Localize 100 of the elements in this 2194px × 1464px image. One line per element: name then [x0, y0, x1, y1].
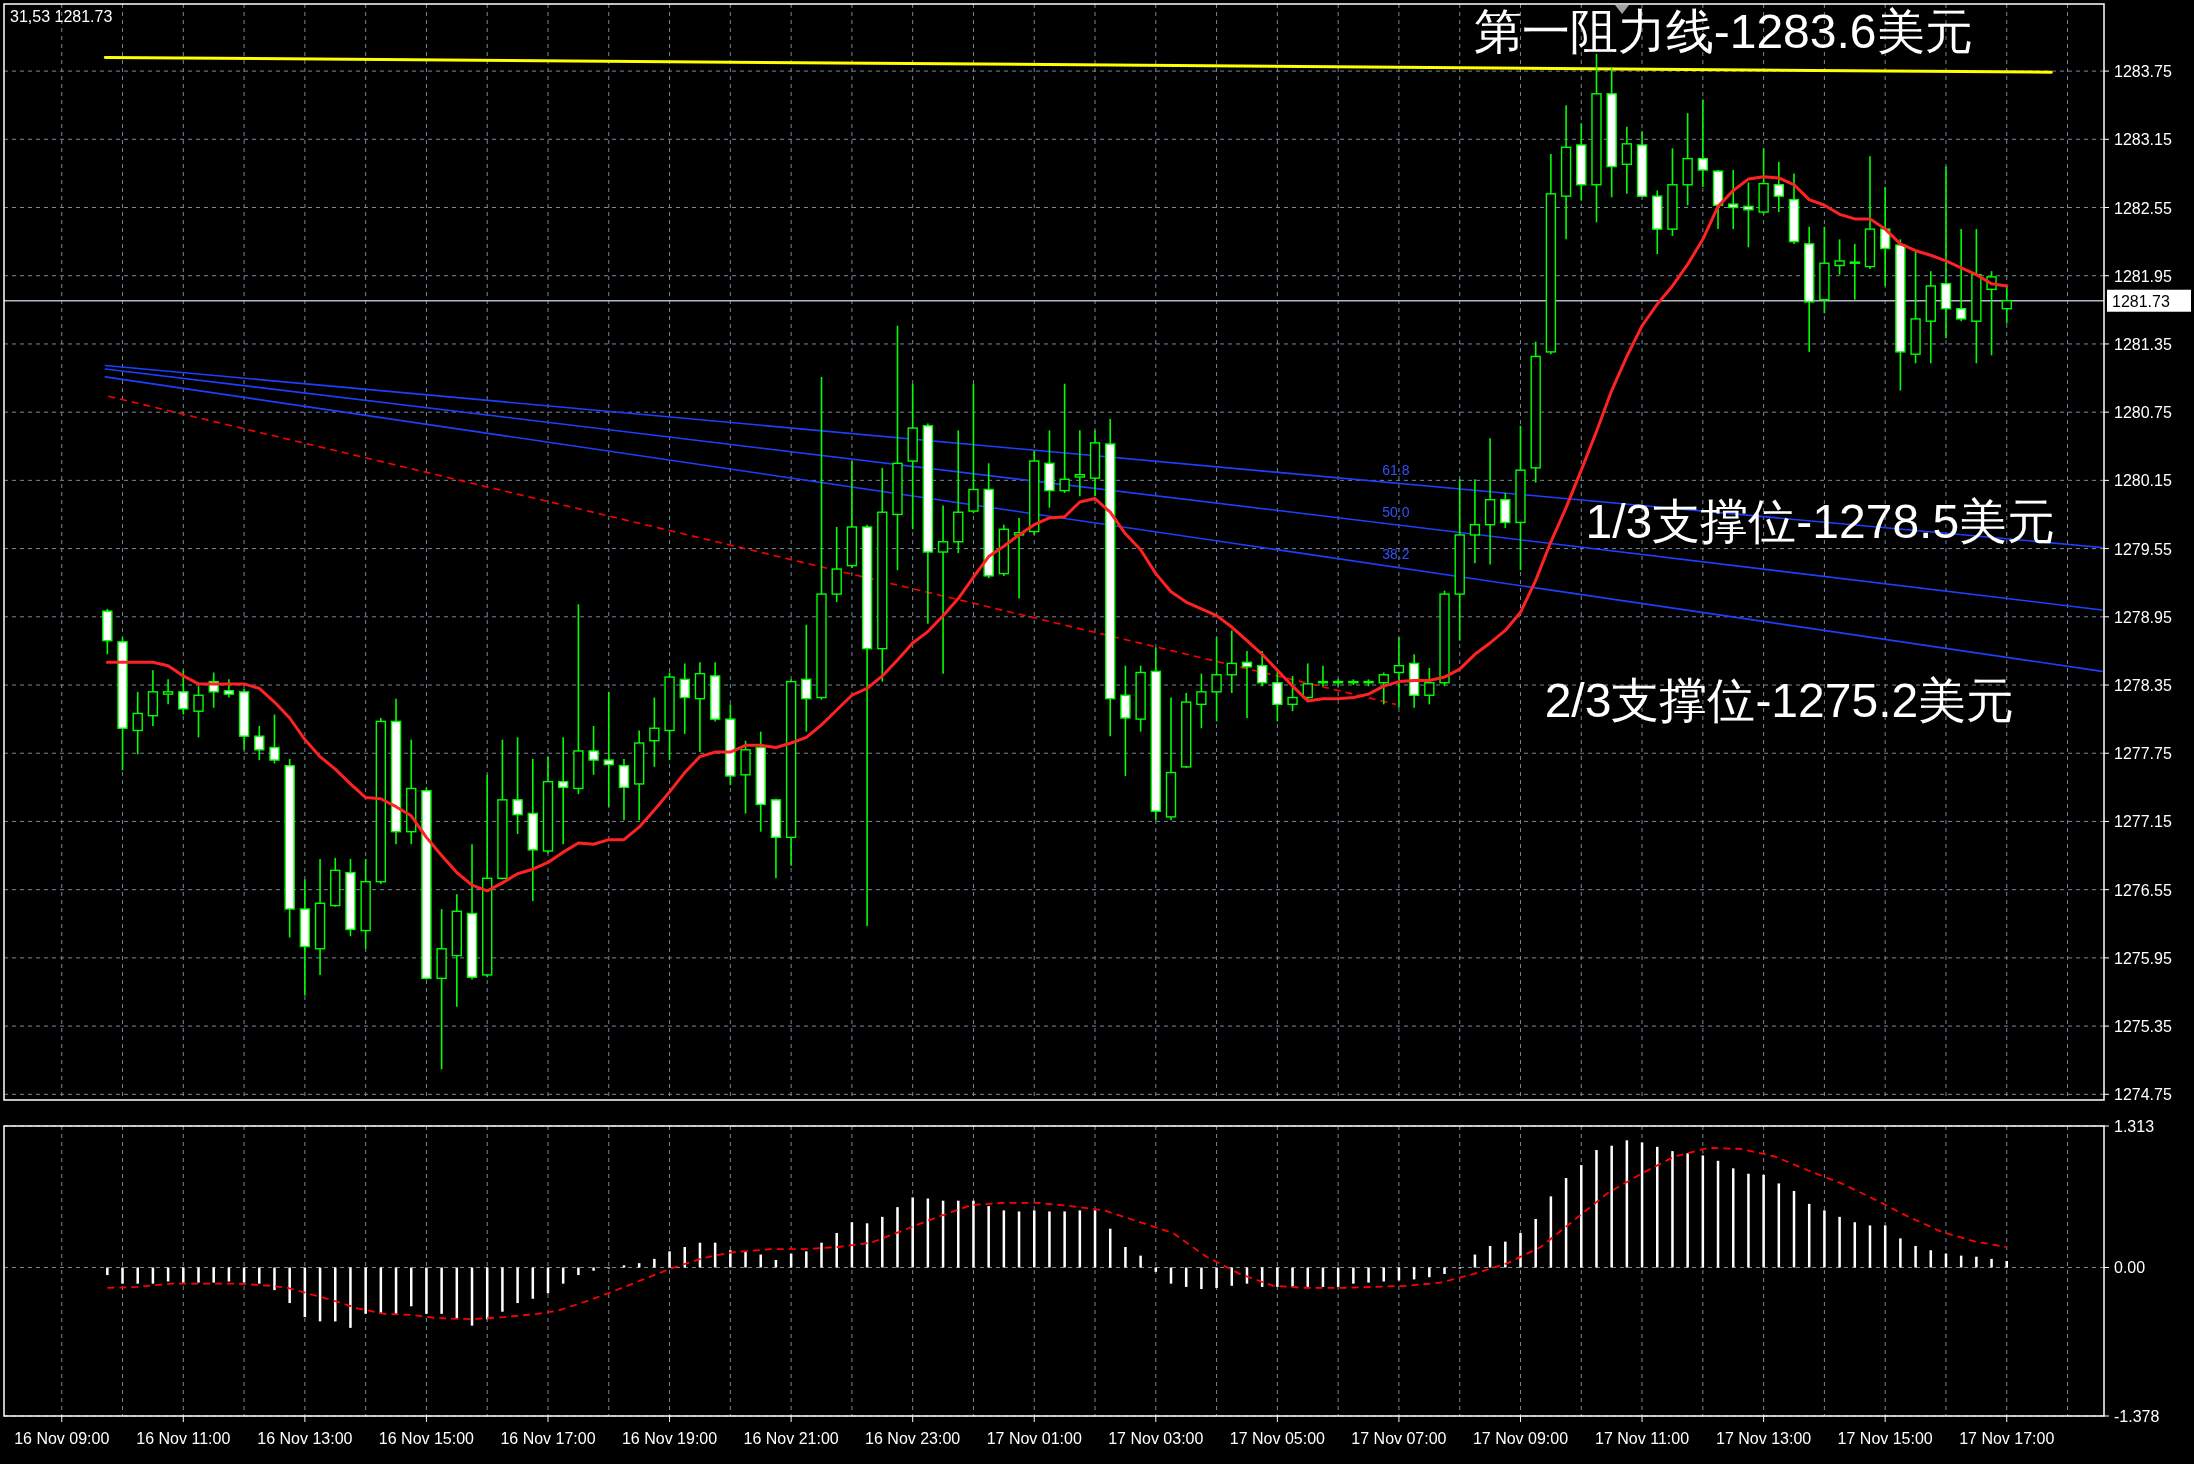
bar — [1686, 1153, 1689, 1268]
bar — [668, 1251, 671, 1268]
candlestick — [178, 669, 189, 716]
bar — [1671, 1151, 1674, 1268]
bar — [1504, 1241, 1507, 1268]
y-tick-label: 0.00 — [2114, 1259, 2146, 1277]
x-tick-label: 16 Nov 21:00 — [743, 1430, 839, 1447]
annotation: 31,53 1281.73 — [10, 8, 113, 25]
bar — [1139, 1255, 1142, 1268]
candlestick — [649, 696, 660, 768]
x-tick-label: 16 Nov 15:00 — [378, 1430, 475, 1447]
bar — [121, 1267, 124, 1284]
bar — [744, 1251, 747, 1268]
candlestick — [1849, 243, 1860, 301]
candlestick — [1500, 492, 1511, 529]
bar — [1382, 1267, 1385, 1282]
candlestick — [1697, 98, 1709, 188]
bar — [881, 1216, 884, 1268]
candlestick — [1378, 671, 1389, 706]
bar — [896, 1207, 899, 1268]
y-tick-label: -1.378 — [2114, 1408, 2160, 1425]
candlestick — [801, 623, 812, 733]
bar — [273, 1267, 276, 1291]
bar — [729, 1250, 732, 1268]
candlestick — [1059, 382, 1070, 494]
bar — [516, 1267, 519, 1304]
bar — [136, 1267, 139, 1284]
candlestick — [254, 725, 265, 761]
candlestick — [1256, 650, 1268, 687]
bar — [1838, 1216, 1841, 1268]
bar — [820, 1242, 823, 1268]
bar — [987, 1206, 990, 1268]
x-tick-label: 16 Nov 17:00 — [500, 1430, 596, 1447]
bar — [592, 1267, 595, 1271]
candlestick — [1621, 125, 1633, 195]
candlestick — [618, 758, 630, 822]
candlestick — [1074, 429, 1086, 498]
bar — [759, 1254, 762, 1268]
x-tick-label: 16 Nov 09:00 — [14, 1430, 110, 1447]
annotation: 61.8 — [1382, 461, 1410, 478]
bar — [1443, 1267, 1446, 1274]
x-tick-label: 17 Nov 07:00 — [1351, 1430, 1447, 1447]
candlestick — [1955, 228, 1967, 322]
bar — [1154, 1267, 1158, 1272]
x-tick-label: 17 Nov 05:00 — [1229, 1430, 1326, 1447]
candlestick — [193, 685, 204, 739]
x-tick-label: 17 Nov 17:00 — [1959, 1430, 2055, 1447]
candlestick — [588, 725, 599, 776]
bar — [1367, 1267, 1370, 1283]
candlestick — [269, 713, 280, 765]
bar — [957, 1200, 960, 1268]
bar — [805, 1251, 808, 1268]
bar — [212, 1267, 215, 1283]
candlestick — [603, 691, 614, 808]
bar — [1975, 1256, 1978, 1268]
bar — [1063, 1211, 1066, 1268]
bar — [653, 1258, 656, 1268]
bar — [1048, 1211, 1051, 1268]
y-tick-label: 1.313 — [2114, 1118, 2155, 1135]
annotation: 第一阻力线-1283.6美元 — [1473, 4, 1973, 58]
bar — [349, 1267, 352, 1328]
candlestick — [968, 382, 979, 515]
x-tick-label: 17 Nov 03:00 — [1108, 1430, 1204, 1447]
y-tick-label: 1274.75 — [2114, 1086, 2172, 1104]
x-tick-label: 17 Nov 13:00 — [1716, 1430, 1812, 1447]
candlestick — [162, 678, 174, 706]
y-tick-label: 1275.35 — [2114, 1018, 2172, 1036]
candlestick — [512, 736, 523, 835]
bar — [1276, 1267, 1279, 1287]
bar — [1914, 1245, 1917, 1268]
bar — [1291, 1267, 1294, 1287]
bar — [288, 1267, 291, 1304]
bar — [1990, 1258, 1993, 1268]
bar — [1747, 1173, 1750, 1268]
y-tick-label: 1283.15 — [2114, 131, 2172, 149]
bar — [197, 1267, 200, 1283]
bar — [1580, 1165, 1583, 1268]
candlestick — [1393, 636, 1405, 709]
bar — [182, 1267, 185, 1283]
x-tick-label: 17 Nov 15:00 — [1837, 1430, 1933, 1447]
bar — [1823, 1210, 1826, 1268]
candlestick — [223, 678, 235, 699]
bar — [1534, 1219, 1537, 1268]
y-tick-label: 1280.15 — [2114, 472, 2172, 490]
bar — [440, 1267, 443, 1314]
y-tick-label: 1277.15 — [2114, 813, 2172, 831]
bar — [425, 1267, 428, 1314]
candlestick — [679, 662, 690, 735]
bar — [1595, 1150, 1598, 1268]
bar — [1200, 1267, 1203, 1290]
ref-line-label: 1281.73 — [2112, 292, 2170, 310]
bar — [1124, 1247, 1127, 1268]
y-tick-label: 1278.95 — [2114, 608, 2172, 626]
candlestick — [1241, 650, 1253, 719]
bar — [1519, 1233, 1522, 1268]
y-tick-label: 1279.55 — [2114, 540, 2172, 558]
y-tick-label: 1278.35 — [2114, 677, 2172, 695]
annotation: 50.0 — [1382, 503, 1410, 520]
candlestick — [1120, 664, 1131, 777]
y-tick-label: 1276.55 — [2114, 881, 2172, 899]
